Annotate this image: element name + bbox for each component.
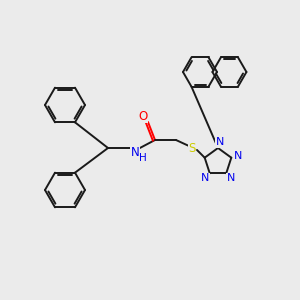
Text: O: O xyxy=(138,110,148,122)
Text: N: N xyxy=(201,173,209,183)
Text: S: S xyxy=(188,142,196,154)
Text: H: H xyxy=(139,153,147,163)
Text: N: N xyxy=(130,146,140,160)
Text: N: N xyxy=(227,173,236,183)
Text: N: N xyxy=(234,151,242,161)
Text: N: N xyxy=(216,137,224,147)
